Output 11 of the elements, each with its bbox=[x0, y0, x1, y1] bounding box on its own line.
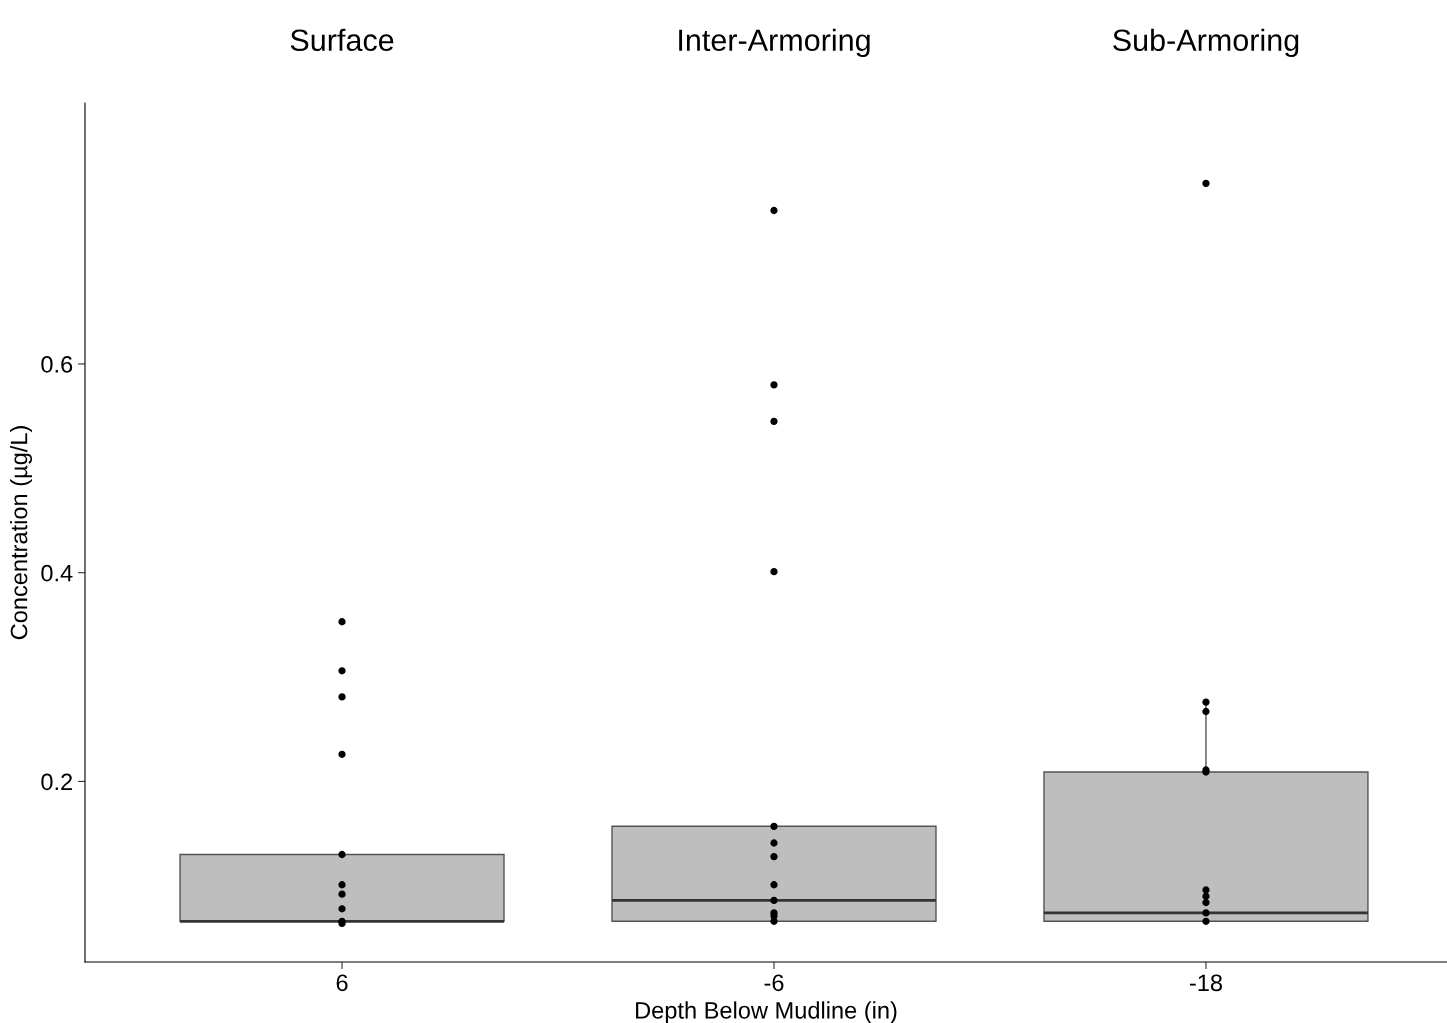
y-axis-title: Concentration (µg/L) bbox=[10, 426, 33, 640]
x-tick-label: -18 bbox=[1189, 974, 1222, 992]
text: Inter-Armoring bbox=[679, 28, 870, 58]
y-tick-label: 0.4 bbox=[41, 564, 73, 582]
text: Surface bbox=[290, 28, 394, 52]
text: Sub-Armoring bbox=[1113, 28, 1299, 58]
y-tick-label: 0.6 bbox=[41, 356, 73, 373]
y-tick-label: 0.2 bbox=[41, 773, 73, 791]
x-axis-title: Depth Below Mudline (in) bbox=[636, 1001, 897, 1023]
x-tick-label: 6 bbox=[336, 974, 348, 992]
x-tick-label: -6 bbox=[764, 974, 784, 992]
